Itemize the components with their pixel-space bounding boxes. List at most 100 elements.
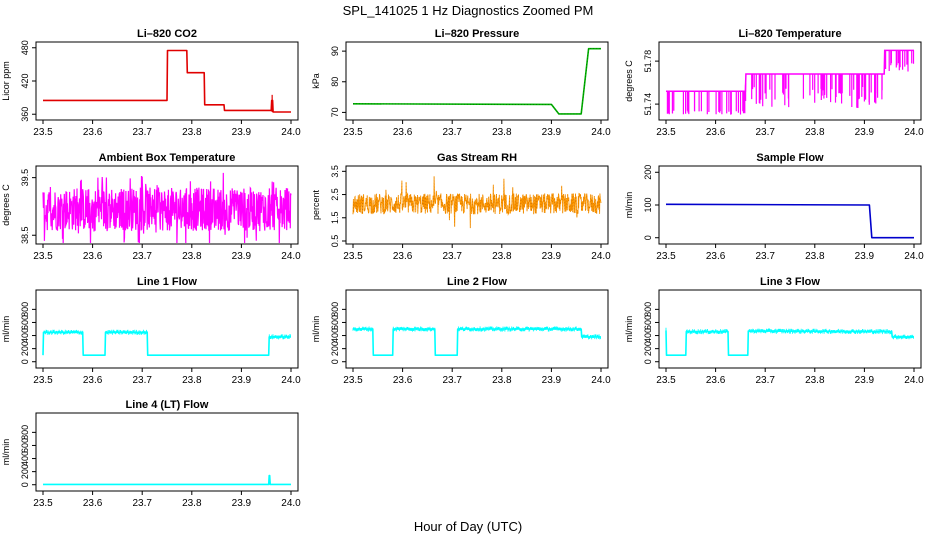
y-tick-label: 90 bbox=[330, 46, 340, 56]
panel-10: Line 4 (LT) Flow ml/min 23.5 23.6 23.7 23.8 23… bbox=[1, 399, 301, 509]
y-axis-label: ml/min bbox=[1, 316, 11, 343]
y-tick-label: 0 bbox=[20, 359, 30, 364]
panel-title: Line 3 Flow bbox=[760, 276, 820, 288]
x-tick-label: 23.8 bbox=[492, 251, 512, 262]
x-tick-label: 23.7 bbox=[132, 251, 152, 262]
x-tick-label: 23.5 bbox=[656, 375, 676, 386]
y-axis-label: degrees C bbox=[1, 184, 11, 226]
x-tick-label: 23.7 bbox=[442, 127, 462, 138]
series-line-1 bbox=[42, 329, 291, 356]
y-tick-label: 800 bbox=[20, 425, 30, 440]
x-tick-label: 24.0 bbox=[904, 251, 924, 262]
x-tick-label: 23.6 bbox=[393, 375, 413, 386]
x-tick-label: 24.0 bbox=[591, 375, 611, 386]
series-line-4 bbox=[43, 474, 291, 486]
x-tick-label: 23.8 bbox=[805, 375, 825, 386]
x-tick-label: 23.5 bbox=[343, 127, 363, 138]
data-line bbox=[42, 331, 291, 356]
y-tick-label: 0 bbox=[330, 359, 340, 364]
x-tick-label: 23.7 bbox=[132, 127, 152, 138]
y-axis-label: ml/min bbox=[624, 192, 634, 219]
x-tick-label: 23.9 bbox=[542, 251, 562, 262]
data-line bbox=[42, 172, 292, 243]
x-tick-label: 23.9 bbox=[232, 498, 252, 509]
x-tick-label: 23.6 bbox=[393, 127, 413, 138]
panel-title: Li–820 CO2 bbox=[137, 28, 197, 40]
x-tick-label: 23.6 bbox=[706, 251, 726, 262]
plot-frame bbox=[345, 289, 609, 369]
panel-6: Sample Flow ml/min 23.5 23.6 23.7 23.8 23.9 24.… bbox=[624, 152, 924, 262]
x-tick-label: 23.7 bbox=[442, 251, 462, 262]
panel-title: Gas Stream RH bbox=[437, 152, 517, 164]
x-tick-label: 23.5 bbox=[33, 498, 53, 509]
x-tick-label: 23.7 bbox=[132, 375, 152, 386]
y-tick-label: 80 bbox=[330, 77, 340, 87]
x-tick-label: 23.8 bbox=[182, 375, 202, 386]
series-rh bbox=[352, 176, 602, 229]
data-jitter bbox=[352, 326, 601, 340]
panel-8: Line 2 Flow ml/min 23.5 23.6 23.7 23.8 23.9 24.… bbox=[311, 276, 611, 386]
panel-title: Sample Flow bbox=[756, 152, 824, 164]
y-tick-label: 70 bbox=[330, 107, 340, 117]
plot-frame bbox=[345, 41, 609, 121]
x-tick-label: 23.8 bbox=[492, 127, 512, 138]
panel-title: Line 1 Flow bbox=[137, 276, 197, 288]
x-tick-label: 23.7 bbox=[755, 127, 775, 138]
data-spikes bbox=[666, 50, 915, 115]
y-axis-label: kPa bbox=[311, 73, 321, 89]
x-tick-label: 24.0 bbox=[281, 251, 301, 262]
panel-title: Li–820 Temperature bbox=[738, 28, 841, 40]
x-tick-label: 23.9 bbox=[855, 127, 875, 138]
plot-frame bbox=[35, 165, 299, 245]
y-tick-label: 600 bbox=[643, 315, 653, 330]
series-box-temp bbox=[42, 172, 292, 243]
y-axis-label: ml/min bbox=[311, 316, 321, 343]
panel-7: Line 1 Flow ml/min 23.5 23.6 23.7 23.8 23.9 24.… bbox=[1, 276, 301, 386]
y-tick-label: 600 bbox=[20, 315, 30, 330]
y-tick-label: 800 bbox=[20, 302, 30, 317]
x-tick-label: 23.7 bbox=[755, 375, 775, 386]
y-tick-label: 400 bbox=[20, 451, 30, 466]
y-tick-label: 200 bbox=[20, 464, 30, 479]
y-tick-label: 0 bbox=[643, 235, 653, 240]
panel-title: Line 2 Flow bbox=[447, 276, 507, 288]
y-tick-label: 200 bbox=[330, 341, 340, 356]
y-tick-label: 800 bbox=[643, 302, 653, 317]
x-tick-label: 23.8 bbox=[182, 127, 202, 138]
y-tick-label: 3.5 bbox=[330, 165, 340, 178]
x-tick-label: 23.8 bbox=[805, 251, 825, 262]
plot-frame bbox=[658, 41, 922, 121]
figure-xlabel: Hour of Day (UTC) bbox=[414, 519, 522, 534]
series-line-2 bbox=[352, 326, 601, 356]
data-line bbox=[353, 328, 601, 356]
panel-1: Li–820 CO2 Licor ppm 23.5 23.6 23.7 23.8 23.9 2… bbox=[1, 28, 301, 138]
series-pressure bbox=[352, 47, 601, 115]
y-axis-label: percent bbox=[311, 189, 321, 220]
panel-9: Line 3 Flow ml/min 23.5 23.6 23.7 23.8 23.9 24.… bbox=[624, 276, 924, 386]
x-tick-label: 23.6 bbox=[706, 127, 726, 138]
x-tick-label: 23.6 bbox=[83, 251, 103, 262]
y-tick-label: 2.5 bbox=[330, 188, 340, 201]
y-tick-label: 360 bbox=[20, 107, 30, 122]
y-tick-label: 400 bbox=[643, 328, 653, 343]
x-tick-label: 24.0 bbox=[591, 251, 611, 262]
x-tick-label: 24.0 bbox=[591, 127, 611, 138]
data-line bbox=[352, 176, 602, 229]
data-line bbox=[666, 49, 914, 92]
panel-4: Ambient Box Temperature degrees C 23.5 23.6… bbox=[1, 152, 301, 262]
x-tick-label: 23.9 bbox=[855, 251, 875, 262]
y-tick-label: 600 bbox=[330, 315, 340, 330]
panel-title: Ambient Box Temperature bbox=[99, 152, 236, 164]
y-tick-label: 38.5 bbox=[20, 226, 30, 244]
x-tick-label: 24.0 bbox=[904, 375, 924, 386]
y-tick-label: 200 bbox=[20, 341, 30, 356]
y-tick-label: 480 bbox=[20, 40, 30, 55]
data-jitter bbox=[665, 327, 914, 340]
x-tick-label: 23.9 bbox=[855, 375, 875, 386]
x-tick-label: 23.6 bbox=[83, 375, 103, 386]
x-tick-label: 23.9 bbox=[232, 251, 252, 262]
data-line bbox=[43, 474, 291, 486]
x-tick-label: 23.5 bbox=[343, 251, 363, 262]
series-co2 bbox=[43, 49, 291, 113]
